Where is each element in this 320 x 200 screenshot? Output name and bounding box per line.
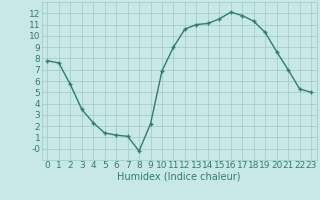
X-axis label: Humidex (Indice chaleur): Humidex (Indice chaleur) xyxy=(117,172,241,182)
